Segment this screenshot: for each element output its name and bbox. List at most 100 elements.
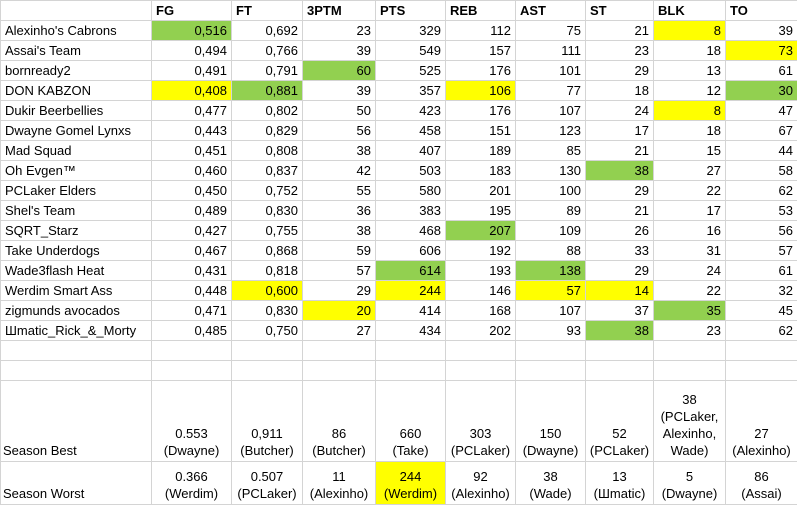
cell-fg[interactable]: 0,408 <box>152 81 232 101</box>
season-best-cell-blk[interactable]: 38(PCLaker, Alexinho, Wade) <box>654 381 726 462</box>
cell-reb[interactable]: 202 <box>446 321 516 341</box>
team-name-cell[interactable]: Oh Evgen™ <box>1 161 152 181</box>
cell-blk[interactable]: 8 <box>654 21 726 41</box>
cell-fg[interactable]: 0,443 <box>152 121 232 141</box>
empty-cell[interactable] <box>654 341 726 361</box>
season-worst-cell-pts[interactable]: 244(Werdim) <box>376 462 446 505</box>
cell-st[interactable]: 24 <box>586 101 654 121</box>
cell-reb[interactable]: 151 <box>446 121 516 141</box>
cell-ft[interactable]: 0,808 <box>232 141 303 161</box>
cell-to[interactable]: 62 <box>726 181 797 201</box>
cell-fg[interactable]: 0,427 <box>152 221 232 241</box>
cell-pts[interactable]: 525 <box>376 61 446 81</box>
team-name-cell[interactable]: PCLaker Elders <box>1 181 152 201</box>
cell-st[interactable]: 29 <box>586 61 654 81</box>
cell-reb[interactable]: 201 <box>446 181 516 201</box>
cell-pts[interactable]: 580 <box>376 181 446 201</box>
cell-ast[interactable]: 123 <box>516 121 586 141</box>
team-name-cell[interactable]: Шmatic_Rick_&_Morty <box>1 321 152 341</box>
cell-pts[interactable]: 458 <box>376 121 446 141</box>
cell-blk[interactable]: 35 <box>654 301 726 321</box>
season-worst-cell-ft[interactable]: 0.507(PCLaker) <box>232 462 303 505</box>
cell-ast[interactable]: 138 <box>516 261 586 281</box>
cell-3ptm[interactable]: 38 <box>303 221 376 241</box>
cell-pts[interactable]: 434 <box>376 321 446 341</box>
cell-pts[interactable]: 357 <box>376 81 446 101</box>
header-cell-pts[interactable]: PTS <box>376 1 446 21</box>
season-best-cell-reb[interactable]: 303(PCLaker) <box>446 381 516 462</box>
team-name-cell[interactable]: DON KABZON <box>1 81 152 101</box>
cell-st[interactable]: 21 <box>586 141 654 161</box>
cell-to[interactable]: 73 <box>726 41 797 61</box>
empty-cell[interactable] <box>376 341 446 361</box>
cell-st[interactable]: 33 <box>586 241 654 261</box>
cell-ft[interactable]: 0,750 <box>232 321 303 341</box>
cell-to[interactable]: 56 <box>726 221 797 241</box>
team-name-cell[interactable]: Assai's Team <box>1 41 152 61</box>
cell-reb[interactable]: 195 <box>446 201 516 221</box>
cell-ft[interactable]: 0,830 <box>232 201 303 221</box>
season-worst-label[interactable]: Season Worst <box>1 462 152 505</box>
cell-3ptm[interactable]: 59 <box>303 241 376 261</box>
cell-to[interactable]: 61 <box>726 61 797 81</box>
cell-reb[interactable]: 207 <box>446 221 516 241</box>
cell-to[interactable]: 30 <box>726 81 797 101</box>
cell-st[interactable]: 21 <box>586 21 654 41</box>
cell-ft[interactable]: 0,752 <box>232 181 303 201</box>
team-name-cell[interactable]: zigmunds avocados <box>1 301 152 321</box>
cell-blk[interactable]: 22 <box>654 181 726 201</box>
cell-3ptm[interactable]: 38 <box>303 141 376 161</box>
season-worst-cell-3ptm[interactable]: 11(Alexinho) <box>303 462 376 505</box>
cell-to[interactable]: 44 <box>726 141 797 161</box>
cell-to[interactable]: 57 <box>726 241 797 261</box>
season-best-cell-to[interactable]: 27(Alexinho) <box>726 381 797 462</box>
cell-st[interactable]: 14 <box>586 281 654 301</box>
header-cell-to[interactable]: TO <box>726 1 797 21</box>
team-name-cell[interactable]: Take Underdogs <box>1 241 152 261</box>
cell-fg[interactable]: 0,477 <box>152 101 232 121</box>
season-best-label[interactable]: Season Best <box>1 381 152 462</box>
team-name-cell[interactable]: Shel's Team <box>1 201 152 221</box>
cell-st[interactable]: 38 <box>586 161 654 181</box>
header-cell-ft[interactable]: FT <box>232 1 303 21</box>
cell-ast[interactable]: 75 <box>516 21 586 41</box>
cell-ft[interactable]: 0,829 <box>232 121 303 141</box>
header-cell-ast[interactable]: AST <box>516 1 586 21</box>
empty-cell[interactable] <box>232 361 303 381</box>
cell-blk[interactable]: 13 <box>654 61 726 81</box>
cell-ast[interactable]: 130 <box>516 161 586 181</box>
cell-reb[interactable]: 193 <box>446 261 516 281</box>
empty-cell[interactable] <box>303 361 376 381</box>
cell-ft[interactable]: 0,692 <box>232 21 303 41</box>
empty-cell[interactable] <box>726 361 797 381</box>
cell-3ptm[interactable]: 36 <box>303 201 376 221</box>
cell-3ptm[interactable]: 55 <box>303 181 376 201</box>
empty-cell[interactable] <box>376 361 446 381</box>
cell-3ptm[interactable]: 56 <box>303 121 376 141</box>
cell-fg[interactable]: 0,450 <box>152 181 232 201</box>
cell-3ptm[interactable]: 29 <box>303 281 376 301</box>
team-name-cell[interactable]: Dukir Beerbellies <box>1 101 152 121</box>
cell-reb[interactable]: 176 <box>446 61 516 81</box>
empty-cell[interactable] <box>152 361 232 381</box>
cell-ft[interactable]: 0,755 <box>232 221 303 241</box>
header-cell-reb[interactable]: REB <box>446 1 516 21</box>
cell-pts[interactable]: 383 <box>376 201 446 221</box>
cell-fg[interactable]: 0,471 <box>152 301 232 321</box>
cell-3ptm[interactable]: 27 <box>303 321 376 341</box>
cell-blk[interactable]: 8 <box>654 101 726 121</box>
cell-to[interactable]: 53 <box>726 201 797 221</box>
cell-reb[interactable]: 183 <box>446 161 516 181</box>
cell-pts[interactable]: 549 <box>376 41 446 61</box>
cell-fg[interactable]: 0,494 <box>152 41 232 61</box>
cell-ast[interactable]: 57 <box>516 281 586 301</box>
cell-fg[interactable]: 0,489 <box>152 201 232 221</box>
cell-pts[interactable]: 614 <box>376 261 446 281</box>
empty-cell[interactable] <box>516 361 586 381</box>
cell-reb[interactable]: 189 <box>446 141 516 161</box>
empty-cell[interactable] <box>1 361 152 381</box>
season-worst-cell-to[interactable]: 86(Assai) <box>726 462 797 505</box>
cell-st[interactable]: 21 <box>586 201 654 221</box>
cell-fg[interactable]: 0,491 <box>152 61 232 81</box>
empty-cell[interactable] <box>516 341 586 361</box>
